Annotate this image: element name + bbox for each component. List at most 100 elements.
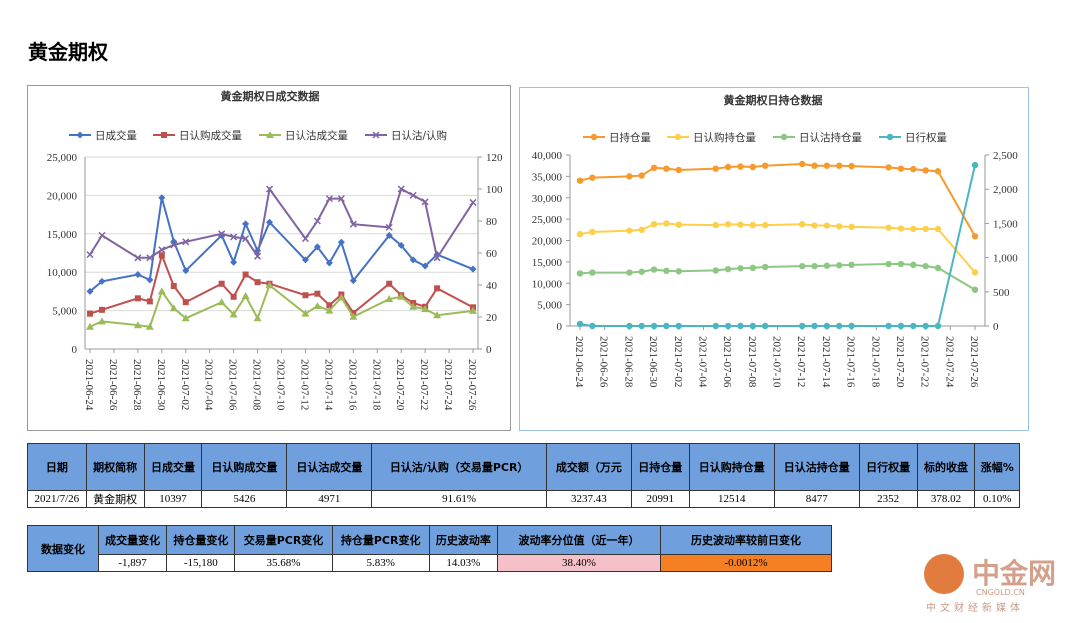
x-tick-label: 2021-07-20 bbox=[394, 359, 406, 411]
cell: 黄金期权 bbox=[85, 490, 145, 508]
marker bbox=[146, 298, 153, 305]
marker bbox=[158, 246, 166, 254]
marker bbox=[589, 269, 596, 276]
marker bbox=[386, 280, 393, 287]
marker bbox=[349, 277, 357, 285]
x-tick-label: 2021-06-26 bbox=[107, 359, 119, 411]
marker bbox=[798, 160, 806, 168]
y-tick-label: 5,000 bbox=[52, 306, 77, 318]
marker bbox=[811, 222, 818, 229]
legend-label: 日认沽/认购 bbox=[391, 129, 447, 142]
marker bbox=[133, 321, 142, 329]
marker bbox=[712, 165, 719, 172]
legend-marker bbox=[590, 133, 598, 141]
header-cell: 持仓量变化 bbox=[166, 525, 236, 555]
marker bbox=[761, 162, 769, 169]
x-tick-label: 2021-07-14 bbox=[322, 359, 334, 411]
marker bbox=[349, 312, 358, 320]
marker bbox=[922, 167, 929, 174]
marker bbox=[86, 322, 94, 330]
marker bbox=[325, 259, 333, 267]
marker bbox=[848, 261, 855, 269]
marker bbox=[469, 265, 477, 273]
marker bbox=[242, 271, 249, 278]
marker bbox=[182, 238, 190, 246]
marker bbox=[146, 254, 154, 262]
marker bbox=[934, 264, 942, 272]
marker bbox=[971, 161, 979, 169]
marker bbox=[650, 164, 658, 172]
header-cell: 日期 bbox=[27, 443, 87, 491]
header-cell: 波动率分位值（近一年） bbox=[497, 525, 661, 555]
brand: 中金网 bbox=[972, 557, 1057, 590]
logo bbox=[924, 554, 964, 594]
marker bbox=[301, 309, 310, 317]
page-title: 黄金期权 bbox=[28, 40, 108, 64]
marker bbox=[134, 295, 141, 302]
y2-tick-label: 80 bbox=[486, 216, 498, 228]
marker bbox=[421, 262, 429, 270]
marker bbox=[253, 314, 262, 322]
y-tick-label: 25,000 bbox=[532, 214, 563, 226]
marker bbox=[761, 322, 769, 330]
marker bbox=[761, 221, 769, 229]
x-tick-label: 2021-07-14 bbox=[820, 336, 832, 388]
y2-tick-label: 0 bbox=[993, 321, 999, 333]
y-tick-label: 5,000 bbox=[537, 300, 562, 312]
marker bbox=[170, 241, 178, 249]
data-row: -1,897 -15,180 35.68% 5.83% 14.03% 38.40% -0.0… bbox=[28, 554, 832, 572]
marker bbox=[836, 322, 843, 330]
legend-label: 日认购成交量 bbox=[179, 129, 242, 142]
marker bbox=[638, 268, 645, 275]
y-tick-label: 20,000 bbox=[47, 190, 78, 202]
legend-label: 日成交量 bbox=[95, 129, 137, 142]
cell: 0.10% bbox=[974, 490, 1020, 508]
cell: 3237.43 bbox=[545, 490, 632, 508]
x-tick-label: 2021-07-24 bbox=[943, 336, 955, 388]
marker bbox=[469, 306, 477, 314]
cell: 5.83% bbox=[331, 554, 430, 572]
marker bbox=[146, 276, 154, 284]
marker bbox=[712, 267, 719, 274]
x-tick-label: 2021-06-24 bbox=[83, 359, 95, 411]
y2-tick-label: 0 bbox=[486, 344, 492, 356]
marker bbox=[182, 267, 190, 275]
header-cell: 标的收盘 bbox=[916, 443, 976, 491]
x-tick-label: 2021-06-28 bbox=[622, 336, 634, 388]
header-row: 数据变化 成交量变化 持仓量变化 交易量PCR变化 持仓量PCR变化 历史波动率 波动率分… bbox=[27, 525, 832, 572]
cell: 38.40% bbox=[497, 554, 661, 572]
marker bbox=[589, 174, 596, 181]
marker bbox=[836, 262, 843, 269]
cell: -15,180 bbox=[166, 554, 236, 572]
marker bbox=[337, 293, 346, 301]
marker bbox=[971, 286, 979, 293]
x-tick-label: 2021-06-30 bbox=[647, 336, 659, 388]
marker bbox=[326, 302, 333, 309]
x-tick-label: 2021-07-06 bbox=[721, 336, 733, 388]
marker bbox=[230, 258, 238, 266]
marker bbox=[302, 292, 309, 299]
marker bbox=[158, 194, 166, 202]
marker bbox=[798, 262, 806, 270]
marker bbox=[385, 223, 393, 231]
marker bbox=[242, 235, 250, 243]
legend-marker bbox=[780, 133, 788, 141]
marker bbox=[433, 311, 442, 319]
y-tick-label: 20,000 bbox=[532, 236, 563, 248]
legend-label: 日认沽持仓量 bbox=[799, 131, 862, 144]
marker bbox=[301, 235, 309, 243]
legend-marker bbox=[76, 131, 84, 139]
marker bbox=[823, 162, 831, 169]
y-tick-label: 0 bbox=[557, 321, 563, 333]
header-cell: 历史波动率较前日变化 bbox=[660, 525, 832, 555]
y-tick-label: 0 bbox=[72, 344, 78, 356]
marker bbox=[385, 231, 393, 239]
marker bbox=[761, 263, 769, 271]
marker bbox=[229, 310, 238, 318]
marker bbox=[823, 322, 831, 330]
marker bbox=[313, 301, 322, 309]
marker bbox=[848, 223, 855, 231]
x-tick-label: 2021-07-06 bbox=[227, 359, 239, 411]
marker bbox=[337, 238, 345, 246]
